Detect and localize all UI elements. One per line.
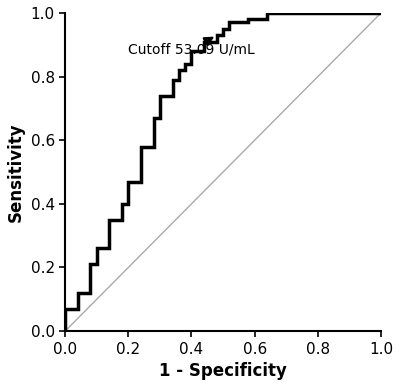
Y-axis label: Sensitivity: Sensitivity — [7, 122, 25, 222]
X-axis label: 1 - Specificity: 1 - Specificity — [159, 362, 287, 380]
Text: Cutoff 53.09 U/mL: Cutoff 53.09 U/mL — [128, 38, 255, 57]
